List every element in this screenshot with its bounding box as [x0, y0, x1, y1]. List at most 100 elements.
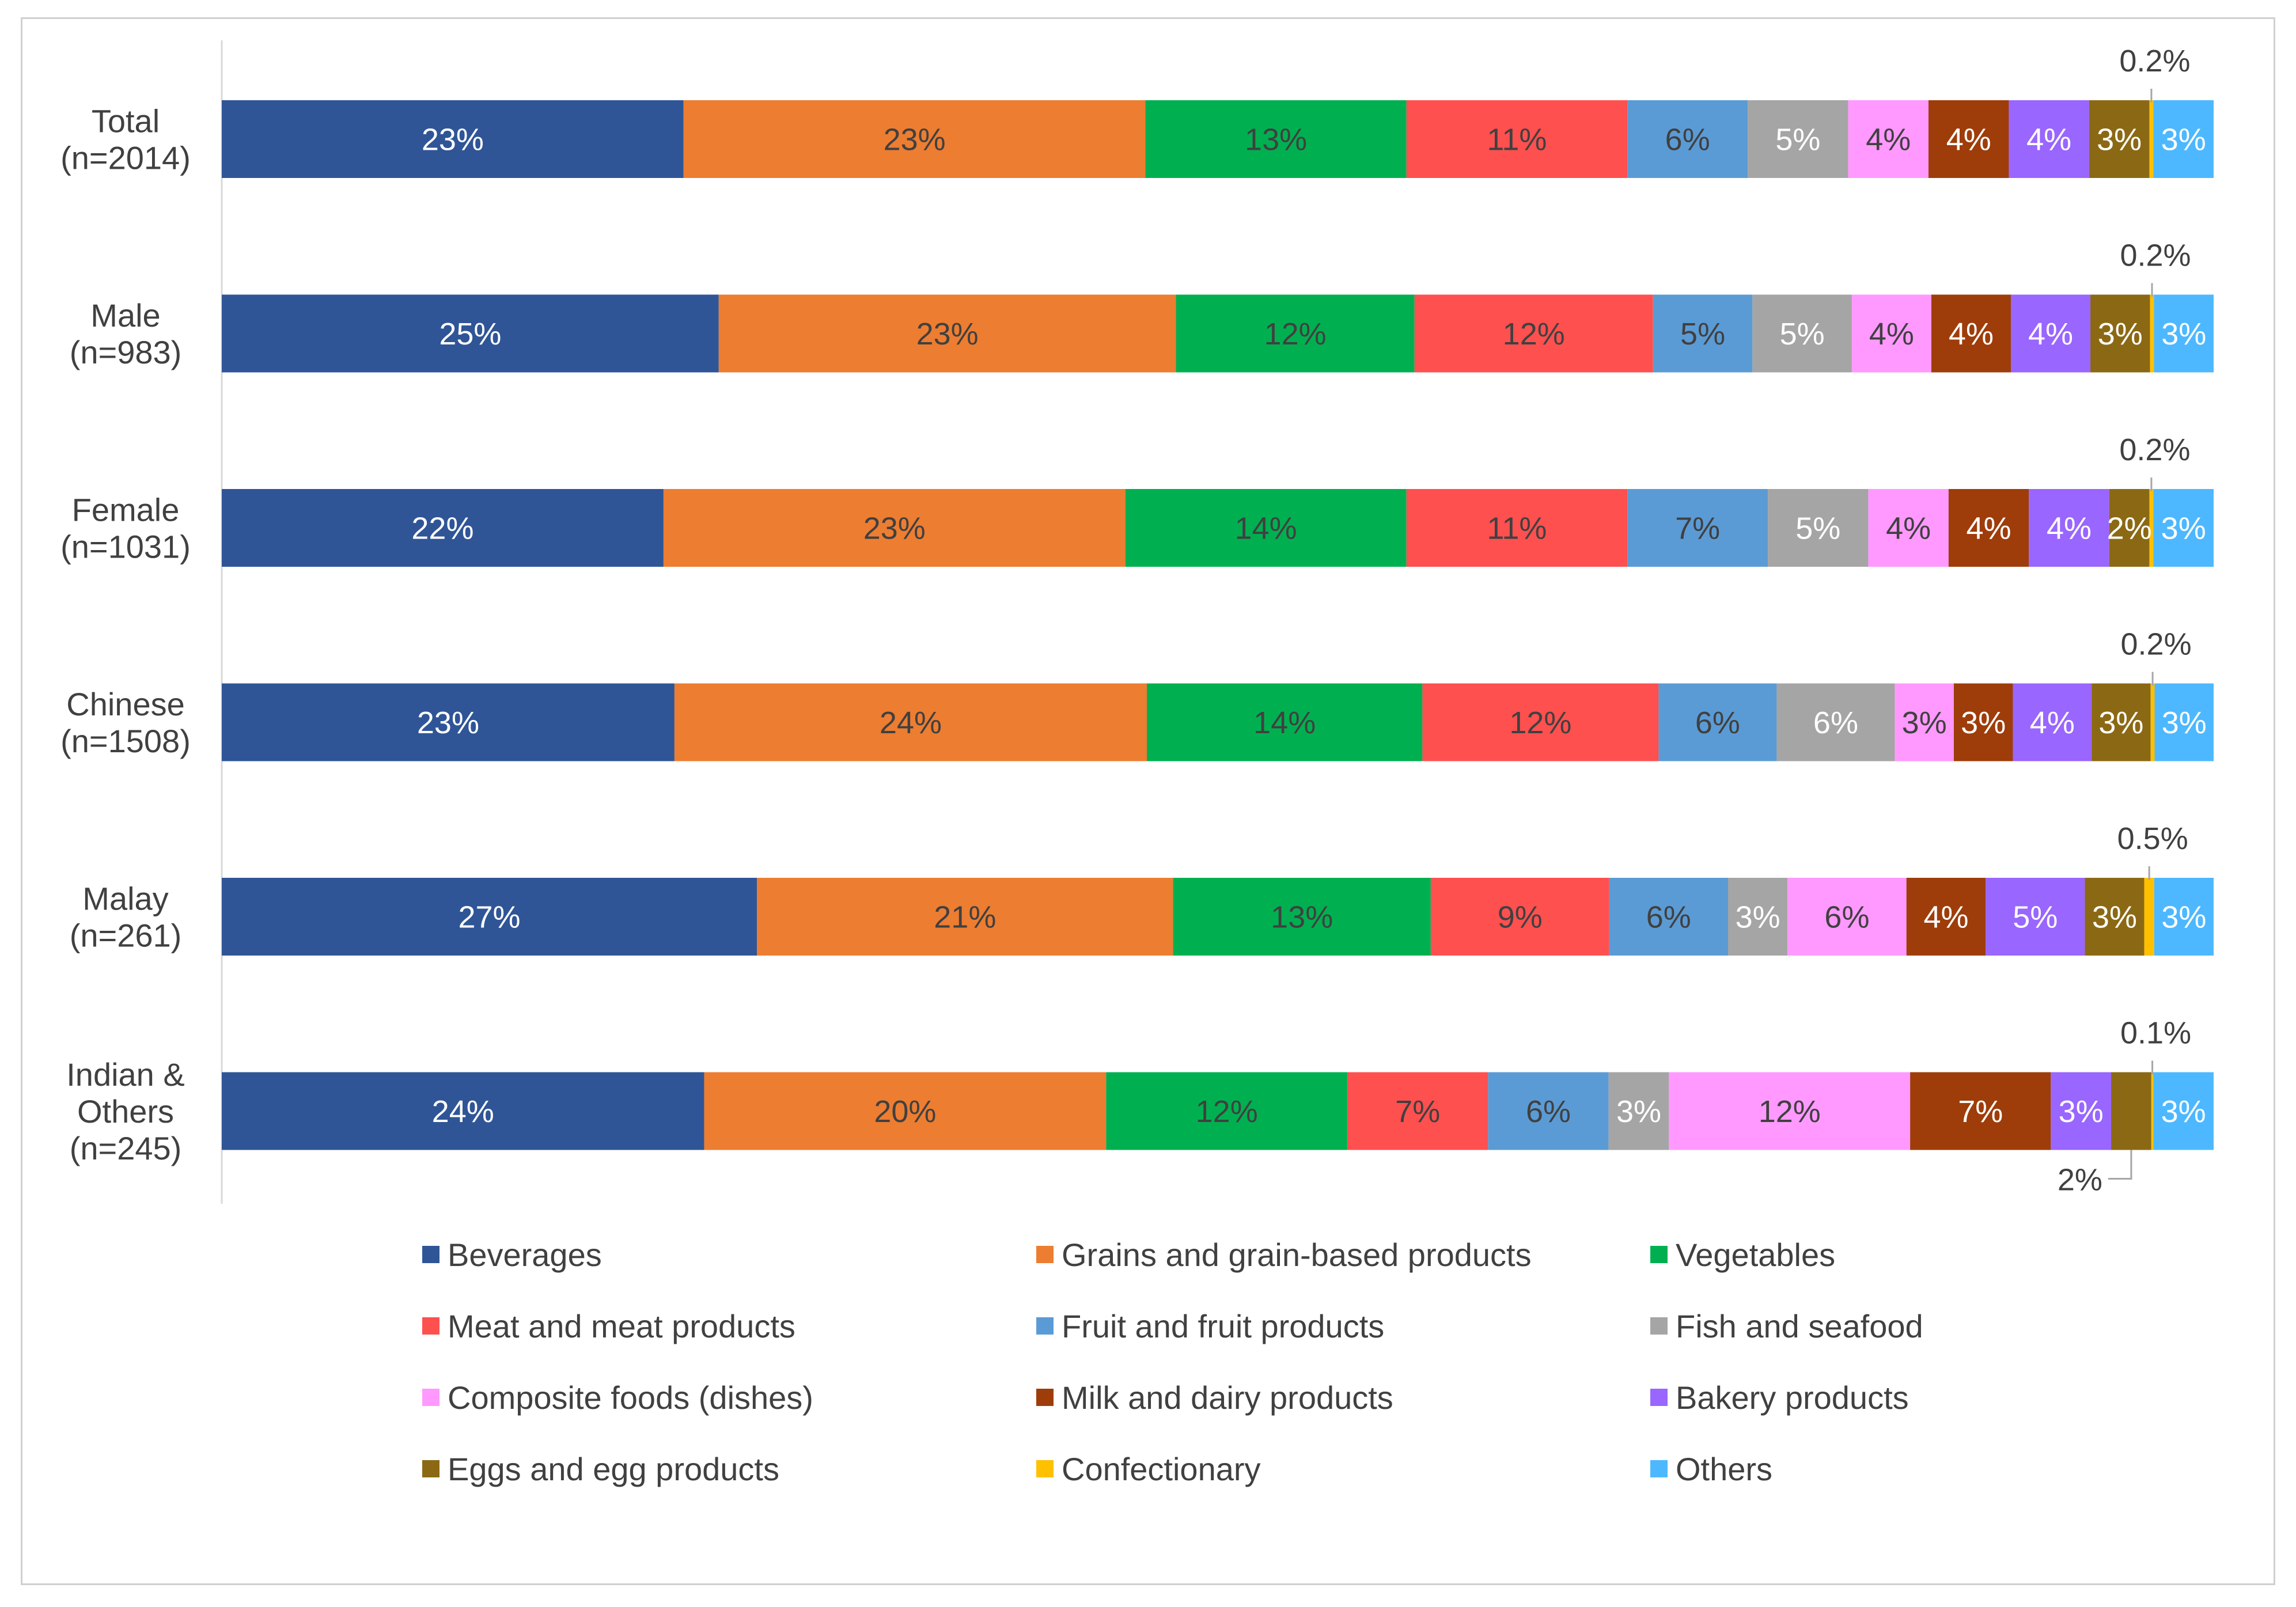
- data-label: 7%: [1958, 1094, 2003, 1129]
- bar-segment: [2009, 100, 2089, 178]
- bar-segment: [1752, 294, 1852, 373]
- data-label: 4%: [1886, 511, 1931, 546]
- data-label: 0.2%: [2120, 238, 2191, 273]
- data-label: 4%: [1866, 123, 1911, 157]
- bar-segment: [2089, 100, 2150, 178]
- data-label: 3%: [2161, 123, 2206, 157]
- bar-segment: [1953, 683, 2013, 761]
- bar-segment: [1125, 489, 1407, 567]
- bar-segment: [1145, 100, 1407, 178]
- bar-segment: [2029, 489, 2109, 567]
- data-label: 23%: [916, 317, 979, 351]
- bar-segment: [2154, 294, 2214, 373]
- bar-segment: [1931, 294, 2011, 373]
- bar-segment: [1430, 878, 1609, 956]
- data-label: 12%: [1759, 1094, 1821, 1129]
- bar-segment: [1851, 294, 1931, 373]
- data-label: 0.1%: [2120, 1016, 2191, 1051]
- data-label: 5%: [1775, 123, 1820, 157]
- category-label: Male (n=983): [70, 297, 182, 370]
- data-label: 6%: [1824, 900, 1869, 935]
- data-label: 5%: [2013, 900, 2058, 935]
- bar-segment: [2151, 1072, 2154, 1150]
- data-label: 23%: [863, 511, 926, 546]
- bar-segment: [1895, 683, 1954, 761]
- bar-segment: [1146, 683, 1423, 761]
- data-label: 13%: [1245, 123, 1307, 157]
- bar-segment: [2051, 1072, 2112, 1150]
- bar-segment: [1173, 878, 1431, 956]
- data-label: 3%: [2161, 317, 2206, 351]
- data-label: 6%: [1665, 123, 1710, 157]
- category-label: Female (n=1031): [60, 492, 191, 565]
- bar-segment: [2149, 100, 2154, 178]
- data-label: 6%: [1695, 706, 1740, 740]
- data-label: 21%: [934, 900, 996, 935]
- bar-segment: [1868, 489, 1949, 567]
- bar-segment: [1929, 100, 2009, 178]
- data-label: 5%: [1780, 317, 1825, 351]
- data-label: 27%: [458, 900, 520, 935]
- bar-segment: [2013, 683, 2092, 761]
- data-label: 12%: [1503, 317, 1565, 351]
- bar-segment: [1776, 683, 1895, 761]
- data-label: 12%: [1264, 317, 1327, 351]
- data-label: 3%: [1902, 706, 1947, 740]
- data-label: 0.2%: [2121, 627, 2192, 662]
- bar-segment: [222, 294, 719, 373]
- data-label: 2%: [2107, 511, 2152, 546]
- data-label: 3%: [2098, 317, 2143, 351]
- bar-segment: [222, 100, 684, 178]
- bar-segment: [2085, 878, 2145, 956]
- data-label: 3%: [2097, 123, 2142, 157]
- data-label: 3%: [2161, 900, 2206, 935]
- data-label: 12%: [1509, 706, 1571, 740]
- bar-segment: [718, 294, 1176, 373]
- bar-segment: [2154, 683, 2214, 761]
- bar-segment: [674, 683, 1147, 761]
- data-label: 14%: [1253, 706, 1316, 740]
- data-label: 3%: [1961, 706, 2006, 740]
- data-label: 4%: [2026, 123, 2071, 157]
- data-label: 3%: [1616, 1094, 1661, 1129]
- data-label: 12%: [1196, 1094, 1258, 1129]
- bar-segment: [1609, 878, 1729, 956]
- data-label: 24%: [880, 706, 942, 740]
- data-label: 0.2%: [2119, 44, 2190, 78]
- data-label: 24%: [432, 1094, 494, 1129]
- bar-segment: [2154, 878, 2214, 956]
- category-label: Total (n=2014): [60, 103, 191, 176]
- bar-segment: [1422, 683, 1659, 761]
- bar-segment: [1406, 100, 1628, 178]
- data-label: 23%: [884, 123, 946, 157]
- data-label: 2%: [2058, 1163, 2102, 1197]
- bar-segment: [1768, 489, 1869, 567]
- bar-segment: [2150, 294, 2154, 373]
- category-label: Chinese (n=1508): [60, 686, 191, 759]
- labels-layer: 23% 23% 13% 11% 6% 5% 4% 4% 4% 3% 0.2% 3% 25% 23% 12% 1…: [411, 44, 2206, 1197]
- data-label: 4%: [2030, 706, 2075, 740]
- data-label: 9%: [1498, 900, 1543, 935]
- bar-segment: [2144, 878, 2154, 956]
- data-label: 7%: [1675, 511, 1720, 546]
- data-label: 0.2%: [2119, 433, 2190, 467]
- bar-segment: [1653, 294, 1753, 373]
- bar-segment: [222, 1072, 704, 1150]
- bar-segment: [2153, 100, 2214, 178]
- bar-segment: [2149, 489, 2154, 567]
- bar-segment: [1910, 1072, 2051, 1150]
- bar-segment: [2111, 1072, 2151, 1150]
- bar-segment: [222, 489, 664, 567]
- data-label: 4%: [1946, 123, 1991, 157]
- data-label: 3%: [2098, 706, 2143, 740]
- leader-line: [2108, 1150, 2132, 1180]
- bar-segment: [1848, 100, 1929, 178]
- bar-segment: [2092, 683, 2151, 761]
- category-label: Indian & Others (n=245): [66, 1056, 185, 1166]
- bar-segment: [663, 489, 1126, 567]
- bar-segment: [704, 1072, 1107, 1150]
- data-label: 3%: [1736, 900, 1780, 935]
- data-label: 0.5%: [2117, 821, 2188, 856]
- data-label: 3%: [2059, 1094, 2104, 1129]
